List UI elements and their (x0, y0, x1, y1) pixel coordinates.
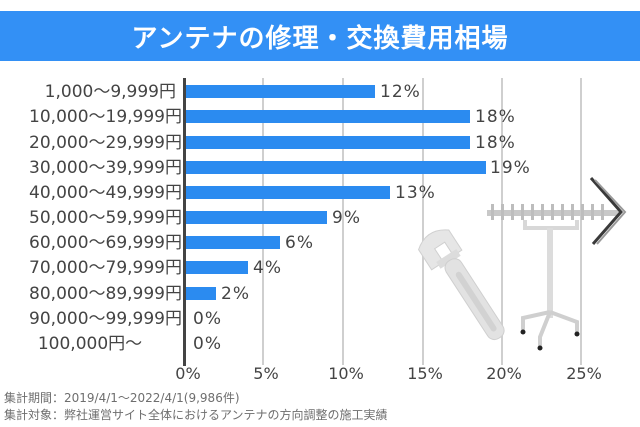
footnote-period: 集計期間：2019/4/1〜2022/4/1(9,986件) (4, 391, 240, 405)
antenna-icon (487, 177, 627, 351)
x-tick: 5% (253, 364, 279, 383)
value-label: 0% (193, 334, 222, 354)
bar (186, 161, 486, 174)
y-axis-line (183, 78, 186, 366)
category-label: 40,000〜49,999円 (29, 183, 182, 203)
category-label: 1,000〜9,999円 (44, 82, 176, 102)
gridline-25 (580, 78, 582, 365)
category-label: 90,000〜99,999円 (29, 309, 182, 329)
x-tick: 0% (175, 364, 201, 383)
gridline-15 (422, 78, 424, 365)
value-label: 0% (193, 309, 222, 329)
value-label: 2% (221, 284, 250, 304)
category-label: 30,000〜39,999円 (29, 158, 182, 178)
gridline-20 (501, 78, 503, 365)
category-label: 10,000〜19,999円 (29, 107, 182, 127)
category-label: 50,000〜59,999円 (29, 208, 182, 228)
value-label: 12% (380, 82, 421, 102)
wrench-icon (418, 229, 505, 341)
value-label: 13% (395, 183, 436, 203)
value-label: 4% (253, 258, 282, 278)
x-tick: 10% (328, 364, 364, 383)
category-label: 70,000〜79,999円 (29, 258, 182, 278)
bar (186, 287, 216, 300)
category-label: 100,000円〜 (37, 334, 143, 354)
value-label: 6% (285, 233, 314, 253)
chart-title: アンテナの修理・交換費用相場 (131, 23, 509, 54)
category-label: 60,000〜69,999円 (29, 233, 182, 253)
bar (186, 85, 375, 98)
footnote-target: 集計対象：弊社運営サイト全体におけるアンテナの方向調整の施工実績 (4, 408, 388, 422)
bar (186, 186, 390, 199)
bar (186, 110, 470, 123)
title-banner: アンテナの修理・交換費用相場 (0, 11, 640, 61)
x-tick: 25% (566, 364, 602, 383)
category-label: 80,000〜89,999円 (29, 284, 182, 304)
bar (186, 261, 248, 274)
x-tick: 15% (407, 364, 443, 383)
bar (186, 236, 280, 249)
gridline-10 (342, 78, 344, 365)
category-label: 20,000〜29,999円 (29, 133, 182, 153)
x-tick: 20% (486, 364, 522, 383)
value-label: 9% (332, 208, 361, 228)
value-label: 18% (475, 107, 516, 127)
bar (186, 211, 327, 224)
bar (186, 136, 470, 149)
value-label: 18% (475, 133, 516, 153)
value-label: 19% (490, 158, 531, 178)
